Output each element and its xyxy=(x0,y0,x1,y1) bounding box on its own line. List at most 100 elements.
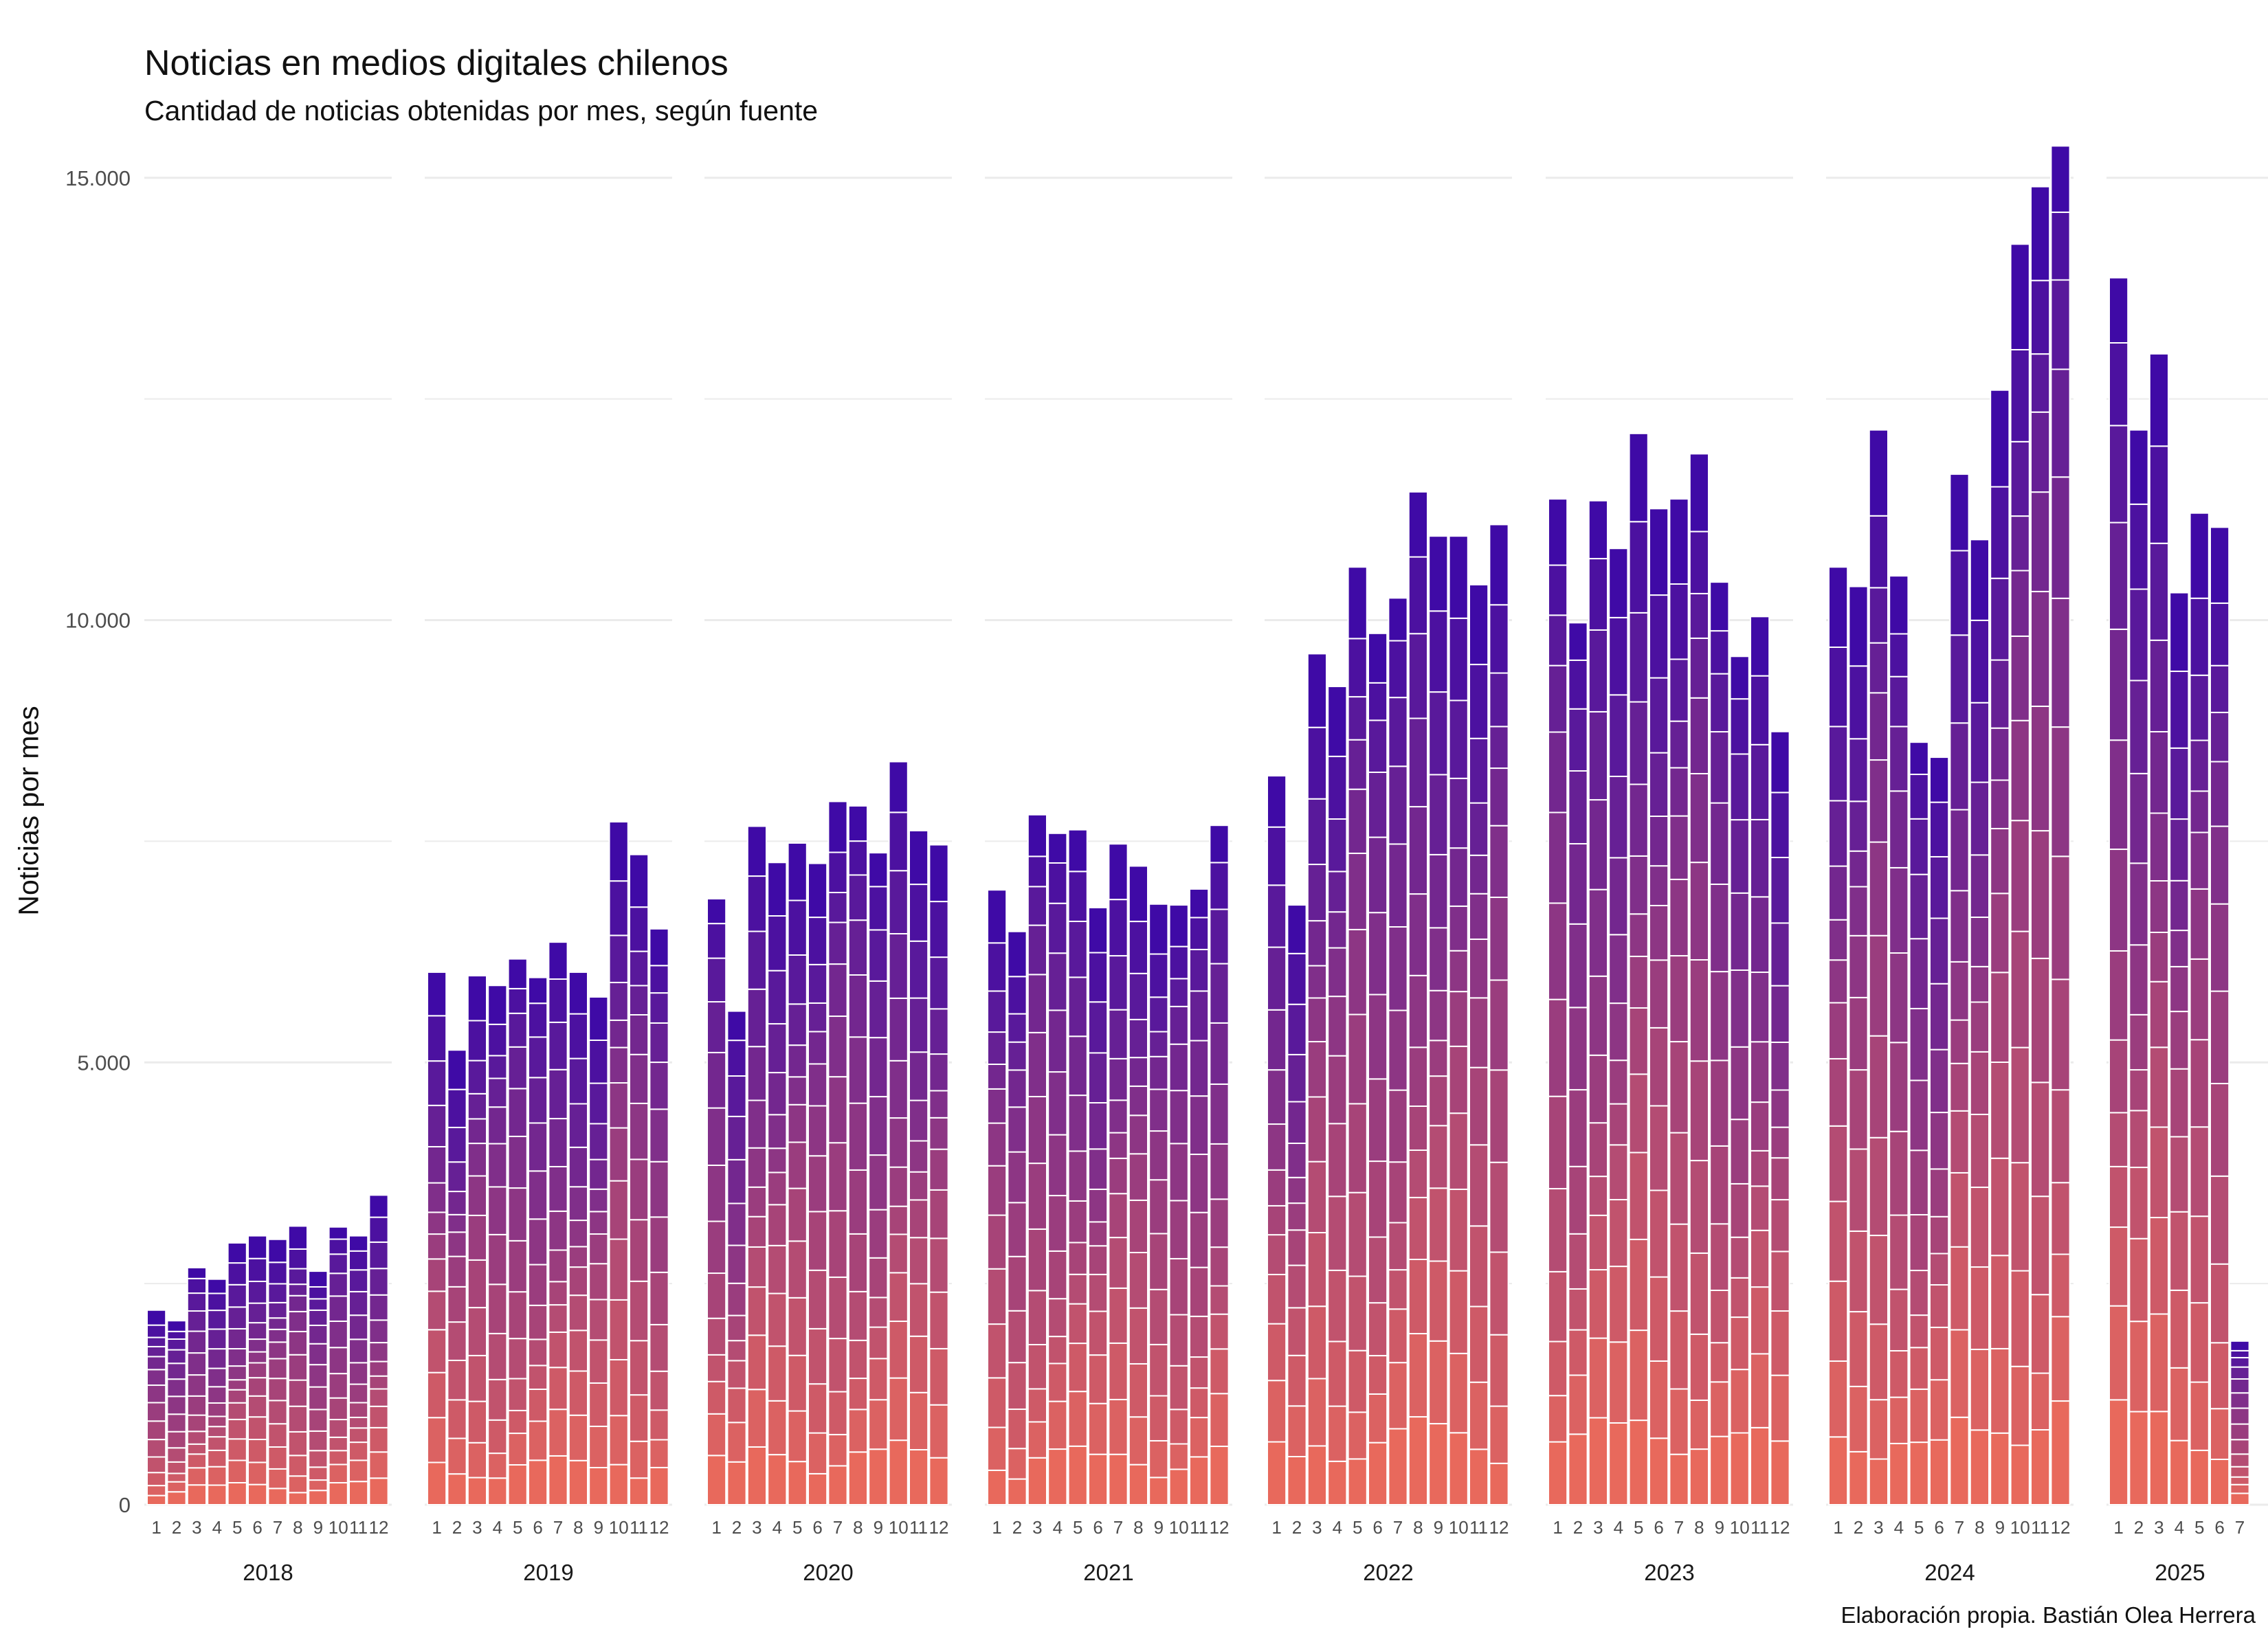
bar-segment xyxy=(1828,726,1849,802)
bar-segment xyxy=(1428,1187,1449,1262)
bar-segment xyxy=(348,1481,369,1506)
bar-segment xyxy=(1088,1148,1109,1190)
bar-segment xyxy=(287,1283,308,1297)
bar-segment xyxy=(787,1187,808,1242)
bar-segment xyxy=(247,1461,268,1485)
bar-segment xyxy=(2210,1458,2230,1505)
bar-segment xyxy=(1287,1202,1307,1231)
bar-segment xyxy=(1307,653,1328,728)
bar-segment xyxy=(186,1453,207,1469)
bar-segment xyxy=(287,1379,308,1407)
y-tick-label: 15.000 xyxy=(65,166,131,190)
bar-segment xyxy=(2210,526,2230,604)
bar-segment xyxy=(1168,1443,1189,1470)
x-tick-label: 12 xyxy=(1210,1517,1230,1538)
bar-segment xyxy=(1347,638,1368,698)
bar-segment xyxy=(368,1342,389,1362)
bar-segment xyxy=(1047,1362,1068,1402)
bar-2022-8 xyxy=(1408,491,1429,1505)
x-tick-label: 6 xyxy=(1654,1517,1663,1538)
bar-segment xyxy=(548,978,568,1023)
x-tick-label: 5 xyxy=(1073,1517,1082,1538)
bar-segment xyxy=(726,1422,747,1463)
bar-segment xyxy=(328,1436,348,1452)
bar-segment xyxy=(2109,1305,2129,1401)
bar-segment xyxy=(1649,1105,1669,1191)
bar-segment xyxy=(1929,1253,1950,1286)
bar-segment xyxy=(146,1420,167,1441)
bar-segment xyxy=(868,1209,889,1259)
x-tick-label: 2 xyxy=(1012,1517,1022,1538)
bar-segment xyxy=(1307,965,1328,999)
bar-2021-4 xyxy=(1047,832,1068,1506)
bar-segment xyxy=(808,1432,828,1474)
bar-segment xyxy=(1307,798,1328,866)
bar-segment xyxy=(1548,1270,1568,1343)
bar-segment xyxy=(487,1419,508,1455)
bar-segment xyxy=(1568,1233,1588,1290)
bar-segment xyxy=(186,1292,207,1312)
bar-segment xyxy=(987,1323,1008,1379)
bar-segment xyxy=(186,1414,207,1433)
x-tick-label: 1 xyxy=(1833,1517,1843,1538)
bar-segment xyxy=(2050,279,2071,370)
bar-segment xyxy=(227,1306,247,1330)
bar-segment xyxy=(726,1461,747,1506)
bar-segment xyxy=(1489,824,1509,898)
bar-segment xyxy=(1909,873,1929,940)
bar-segment xyxy=(1148,1395,1169,1442)
bar-segment xyxy=(1770,1126,1790,1159)
bar-segment xyxy=(868,886,889,931)
bar-segment xyxy=(2109,1165,2129,1229)
bar-segment xyxy=(2189,958,2210,1041)
bar-segment xyxy=(1067,921,1088,978)
bar-segment xyxy=(746,1286,768,1336)
bar-segment xyxy=(1770,1310,1790,1376)
bar-segment xyxy=(1189,1040,1210,1097)
bar-segment xyxy=(166,1431,187,1449)
bar-segment xyxy=(1047,1250,1068,1300)
bar-segment xyxy=(1007,1013,1027,1043)
bar-segment xyxy=(146,1494,167,1505)
bar-2023-4 xyxy=(1608,548,1629,1506)
year-panel-2018 xyxy=(146,1194,389,1506)
bar-segment xyxy=(1088,1453,1109,1506)
bar-segment xyxy=(447,1437,467,1475)
bar-segment xyxy=(1287,1176,1307,1204)
bar-segment xyxy=(1909,1442,1929,1506)
bar-segment xyxy=(2169,879,2190,932)
bar-segment xyxy=(1448,699,1469,779)
bar-segment xyxy=(2148,1126,2170,1219)
bar-segment xyxy=(1368,836,1388,914)
bar-segment xyxy=(2189,597,2210,676)
bar-segment xyxy=(808,1472,828,1506)
bar-segment xyxy=(1168,1257,1189,1316)
bar-segment xyxy=(1148,1477,1169,1505)
year-label: 2023 xyxy=(1644,1560,1694,1585)
bar-segment xyxy=(2189,739,2210,792)
bar-segment xyxy=(146,1356,167,1371)
bar-segment xyxy=(1428,1125,1449,1189)
x-tick-label: 6 xyxy=(1934,1517,1944,1538)
bar-segment xyxy=(247,1439,268,1463)
bar-segment xyxy=(1267,1069,1287,1125)
bar-segment xyxy=(1327,871,1348,913)
bar-segment xyxy=(1327,686,1348,757)
bar-segment xyxy=(888,1205,909,1235)
bar-segment xyxy=(888,1321,909,1379)
bar-segment xyxy=(649,1323,669,1372)
bar-segment xyxy=(146,1456,167,1474)
bar-segment xyxy=(1828,1360,1849,1438)
bar-segment xyxy=(2230,1366,2250,1380)
bar-segment xyxy=(827,1210,848,1278)
bar-segment xyxy=(929,956,949,1010)
bar-segment xyxy=(767,1072,788,1116)
bar-segment xyxy=(1909,741,1929,776)
bar-segment xyxy=(1868,934,1889,1037)
year-panel-2021 xyxy=(987,814,1230,1506)
bar-segment xyxy=(1729,892,1750,971)
bar-segment xyxy=(1368,771,1388,838)
bar-segment xyxy=(1969,1001,1990,1053)
bar-segment xyxy=(1209,1246,1230,1287)
bar-segment xyxy=(707,1317,727,1356)
